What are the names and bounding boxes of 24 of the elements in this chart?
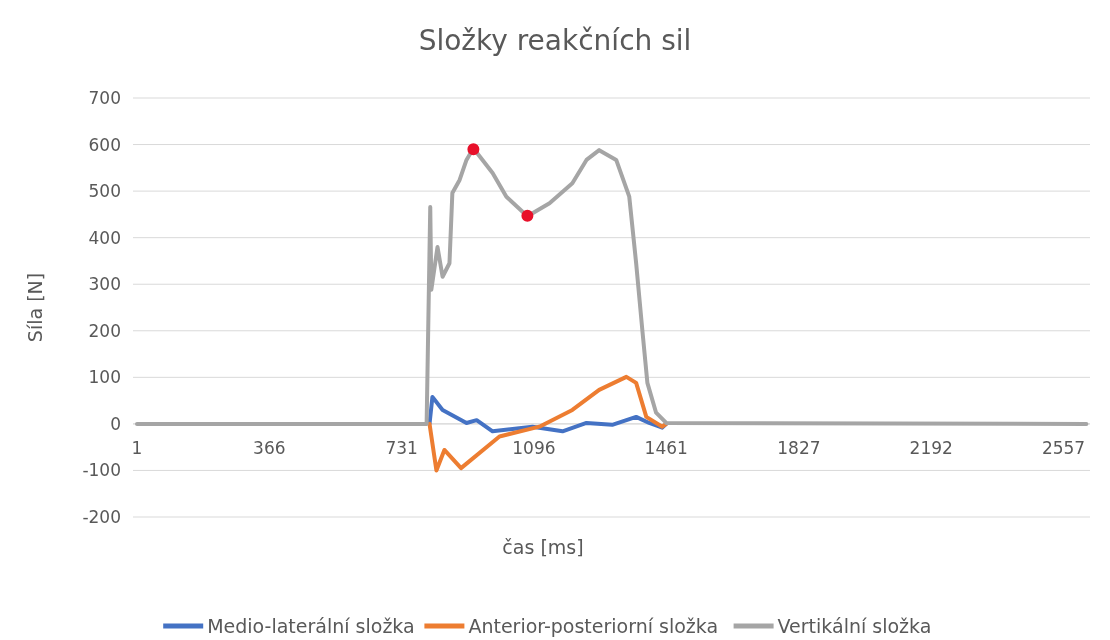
x-tick-label: 1827 — [777, 437, 821, 458]
y-tick-label: 700 — [88, 88, 121, 108]
y-axis-title: Síla [N] — [24, 272, 46, 343]
x-tick-label: 1096 — [512, 437, 556, 458]
chart-title: Složky reakčních sil — [418, 24, 692, 57]
y-tick-label: 400 — [88, 227, 121, 248]
x-tick-label: 1 — [131, 437, 143, 458]
x-tick-label: 731 — [385, 437, 418, 458]
x-tick-label: 2557 — [1041, 437, 1086, 458]
y-tick-label: 200 — [88, 320, 121, 341]
x-tick-label: 2192 — [909, 437, 953, 458]
y-tick-label: 500 — [88, 181, 121, 202]
y-tick-label: 300 — [88, 274, 121, 295]
y-tick-label: -100 — [82, 460, 121, 481]
legend-label: Anterior-posteriorní složka — [468, 615, 719, 637]
legend-label: Vertikální složka — [777, 615, 932, 637]
x-tick-label: 366 — [253, 437, 286, 458]
y-tick-label: 100 — [88, 367, 121, 388]
x-axis-title: čas [ms] — [502, 536, 584, 558]
y-tick-label: 600 — [88, 134, 121, 155]
y-tick-label: -200 — [82, 507, 121, 527]
x-tick-label: 1461 — [644, 437, 688, 458]
legend-label: Medio-laterální složka — [207, 615, 415, 637]
y-tick-label: 0 — [110, 413, 121, 434]
